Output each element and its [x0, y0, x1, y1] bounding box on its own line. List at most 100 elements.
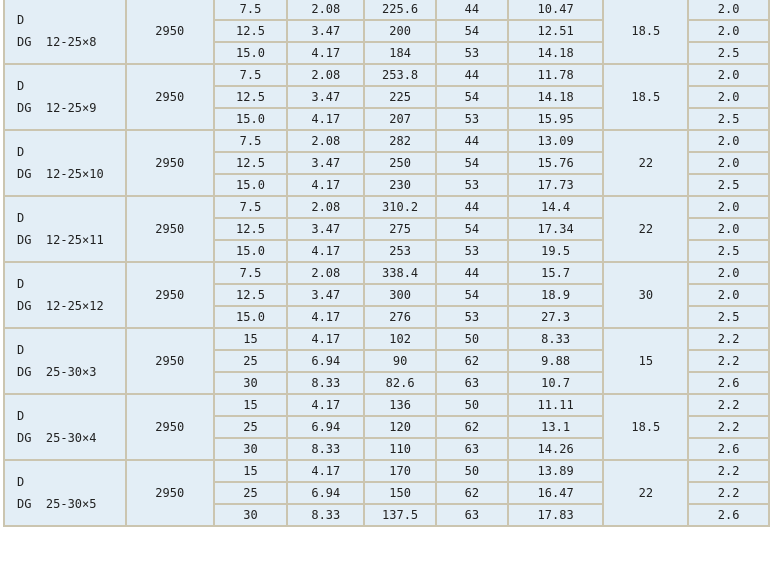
efficiency-cell: 44 [435, 129, 509, 153]
speed-cell: 2950 [124, 261, 215, 329]
shaft-power-cell: 14.18 [506, 41, 605, 65]
table-row: D DG 12-25×10 2950 7.5 2.08 282 44 13.09 22 2.0 [3, 129, 770, 197]
flow-cell: 25 [212, 349, 289, 373]
shaft-power-cell: 11.11 [506, 393, 605, 417]
flow-rate-cell: 4.17 [286, 107, 366, 131]
model-name: DG 12-25×9 [17, 101, 97, 115]
table-row: D DG 25-30×5 2950 15 4.17 170 50 13.89 22 2.2 [3, 459, 770, 527]
head-cell: 250 [363, 151, 438, 175]
npsh-cell: 2.5 [687, 173, 770, 197]
model-cell: D DG 12-25×11 [3, 195, 127, 263]
efficiency-cell: 54 [435, 151, 509, 175]
table-row: D DG 12-25×8 2950 7.5 2.08 225.6 44 10.47 18.5 2.… [3, 0, 770, 65]
flow-cell: 15 [212, 459, 289, 483]
flow-rate-cell: 8.33 [286, 371, 366, 395]
table-row: 12.5 3.47 275 54 17.34 2.0 [4, 217, 770, 241]
shaft-power-cell: 10.47 [506, 0, 605, 21]
efficiency-cell: 44 [435, 261, 509, 285]
shaft-power-cell: 16.47 [506, 481, 605, 505]
flow-cell: 7.5 [212, 261, 289, 285]
model-cell: D DG 12-25×8 [3, 0, 127, 65]
npsh-cell: 2.0 [687, 151, 770, 175]
model-cell: D DG 12-25×9 [3, 63, 127, 131]
table-row: D DG 25-30×4 2950 15 4.17 136 50 11.11 18.5 2.2 [3, 393, 770, 461]
flow-cell: 15 [212, 393, 289, 417]
head-cell: 82.6 [363, 371, 438, 395]
head-cell: 276 [363, 305, 438, 329]
model-line1: D [17, 79, 25, 93]
efficiency-cell: 50 [435, 327, 509, 351]
motor-power-cell: 22 [602, 459, 690, 527]
model-name: DG 12-25×12 [17, 299, 104, 313]
shaft-power-cell: 10.7 [506, 371, 605, 395]
flow-cell: 7.5 [212, 195, 289, 219]
table-row: D DG 12-25×9 2950 7.5 2.08 253.8 44 11.78 18.5 2.… [3, 63, 770, 131]
flow-rate-cell: 2.08 [286, 0, 366, 21]
head-cell: 150 [363, 481, 438, 505]
npsh-cell: 2.0 [687, 283, 770, 307]
flow-cell: 12.5 [212, 217, 289, 241]
table-row: 15.0 4.17 207 53 15.95 2.5 [4, 107, 770, 131]
table-row: 15.0 4.17 253 53 19.5 2.5 [4, 239, 770, 263]
motor-power-cell: 30 [602, 261, 690, 329]
head-cell: 225 [363, 85, 438, 109]
flow-rate-cell: 3.47 [286, 217, 366, 241]
shaft-power-cell: 14.26 [506, 437, 605, 461]
pump-spec-table: D DG 12-25×8 2950 7.5 2.08 225.6 44 10.47 18.5 2.… [3, 0, 770, 527]
npsh-cell: 2.0 [687, 19, 770, 43]
head-cell: 253.8 [363, 63, 438, 87]
flow-cell: 25 [212, 481, 289, 505]
shaft-power-cell: 13.09 [506, 129, 605, 153]
motor-power-cell: 22 [602, 195, 690, 263]
flow-cell: 7.5 [212, 63, 289, 87]
shaft-power-cell: 27.3 [506, 305, 605, 329]
head-cell: 338.4 [363, 261, 438, 285]
table-row: 25 6.94 120 62 13.1 2.2 [4, 415, 770, 439]
npsh-cell: 2.2 [687, 327, 770, 351]
model-cell: D DG 25-30×3 [3, 327, 127, 395]
flow-rate-cell: 2.08 [286, 129, 366, 153]
flow-cell: 15.0 [212, 305, 289, 329]
npsh-cell: 2.0 [687, 85, 770, 109]
speed-cell: 2950 [124, 195, 215, 263]
npsh-cell: 2.2 [687, 481, 770, 505]
flow-rate-cell: 3.47 [286, 283, 366, 307]
table-row: 12.5 3.47 300 54 18.9 2.0 [4, 283, 770, 307]
shaft-power-cell: 12.51 [506, 19, 605, 43]
flow-rate-cell: 4.17 [286, 41, 366, 65]
npsh-cell: 2.2 [687, 393, 770, 417]
flow-rate-cell: 4.17 [286, 305, 366, 329]
efficiency-cell: 54 [435, 19, 509, 43]
flow-cell: 7.5 [212, 0, 289, 21]
table-row: 25 6.94 150 62 16.47 2.2 [4, 481, 770, 505]
head-cell: 300 [363, 283, 438, 307]
flow-cell: 12.5 [212, 19, 289, 43]
head-cell: 282 [363, 129, 438, 153]
shaft-power-cell: 14.18 [506, 85, 605, 109]
efficiency-cell: 63 [435, 437, 509, 461]
efficiency-cell: 62 [435, 349, 509, 373]
table-row: 12.5 3.47 200 54 12.51 2.0 [4, 19, 770, 43]
head-cell: 110 [363, 437, 438, 461]
head-cell: 102 [363, 327, 438, 351]
shaft-power-cell: 15.7 [506, 261, 605, 285]
flow-cell: 30 [212, 371, 289, 395]
model-line1: D [17, 13, 25, 27]
model-line1: D [17, 343, 25, 357]
npsh-cell: 2.5 [687, 239, 770, 263]
npsh-cell: 2.0 [687, 217, 770, 241]
model-cell: D DG 25-30×4 [3, 393, 127, 461]
flow-cell: 30 [212, 437, 289, 461]
head-cell: 184 [363, 41, 438, 65]
flow-rate-cell: 8.33 [286, 503, 366, 527]
model-cell: D DG 12-25×12 [3, 261, 127, 329]
efficiency-cell: 53 [435, 239, 509, 263]
flow-cell: 30 [212, 503, 289, 527]
table-row: 25 6.94 90 62 9.88 2.2 [4, 349, 770, 373]
motor-power-cell: 15 [602, 327, 690, 395]
efficiency-cell: 62 [435, 481, 509, 505]
model-line1: D [17, 409, 25, 423]
npsh-cell: 2.2 [687, 349, 770, 373]
head-cell: 253 [363, 239, 438, 263]
efficiency-cell: 53 [435, 305, 509, 329]
